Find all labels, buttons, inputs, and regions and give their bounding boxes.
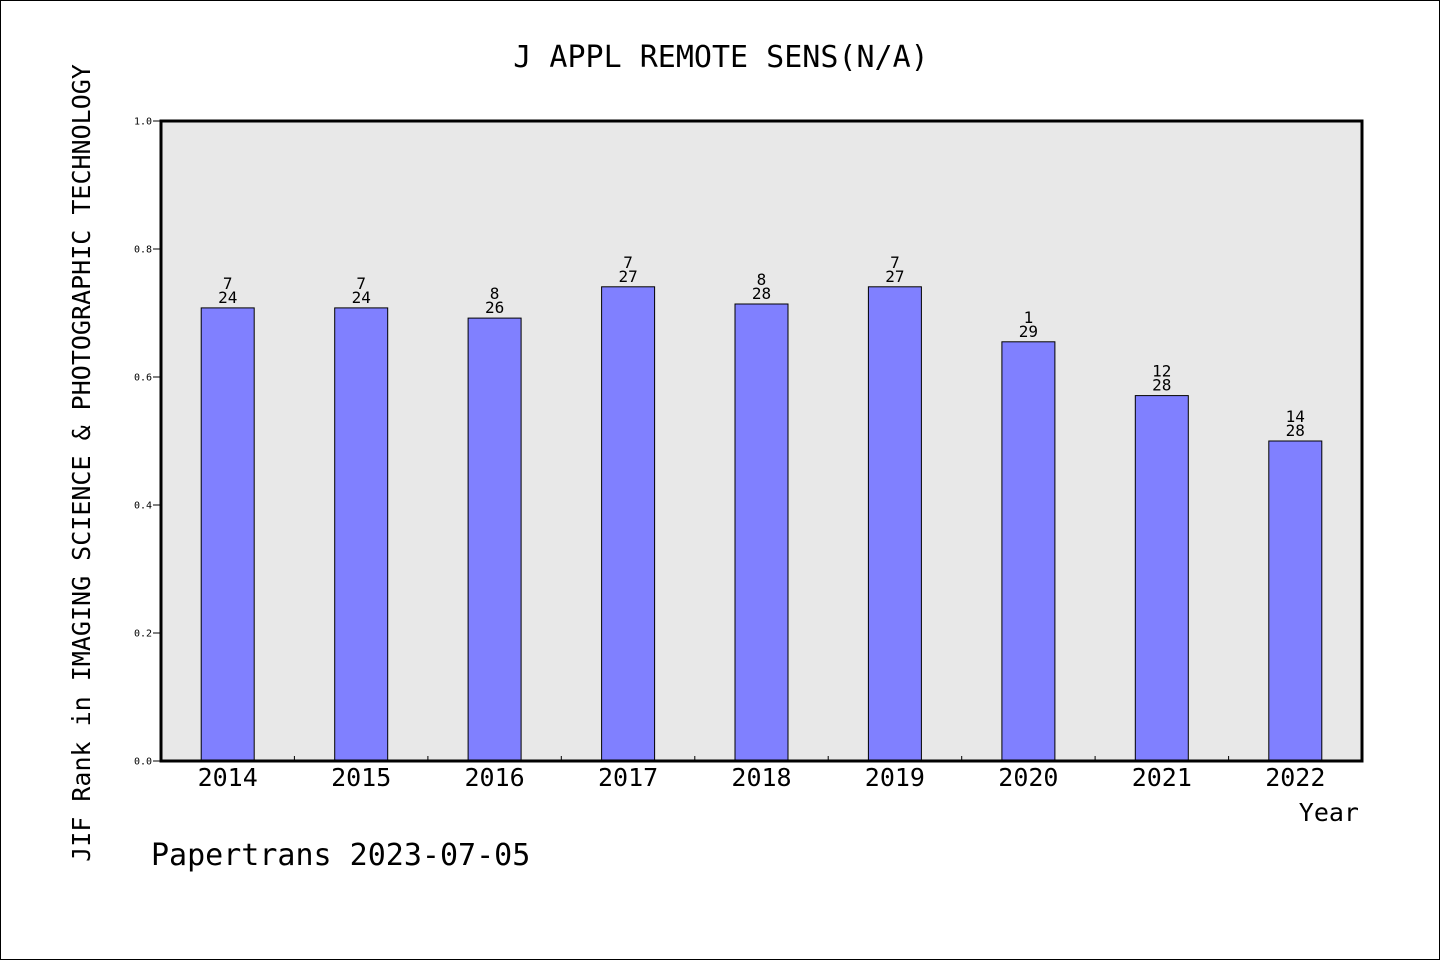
- x-tick-label-2016: 2016: [464, 763, 524, 792]
- footer-text: Papertrans 2023-07-05: [151, 838, 530, 873]
- total-label-2019: 27: [885, 267, 904, 286]
- y-axis-label: JIF Rank in IMAGING SCIENCE & PHOTOGRAPH…: [67, 64, 96, 862]
- y-tick-label-0.6: 0.6: [134, 373, 152, 384]
- x-tick-label-2019: 2019: [865, 763, 925, 792]
- bar-2015: [334, 307, 389, 762]
- x-ticks: 2014 2015 2016 2017 2018 2019 2020 2021 2022: [198, 756, 1325, 792]
- x-tick-label-2015: 2015: [331, 763, 391, 792]
- total-label-2022: 28: [1286, 421, 1305, 440]
- total-label-2016: 26: [485, 298, 504, 317]
- rank-label-2019: 7: [890, 253, 900, 272]
- rank-label-2015: 7: [356, 274, 366, 293]
- rank-label-2022: 14: [1286, 407, 1305, 426]
- x-tick-label-2022: 2022: [1265, 763, 1325, 792]
- bar-2018: [734, 303, 789, 762]
- y-tick-label-0.0: 0.0: [134, 757, 152, 768]
- y-tick-label-1.0: 1.0: [134, 117, 152, 128]
- x-tick-label-2021: 2021: [1132, 763, 1192, 792]
- total-label-2020: 29: [1019, 322, 1038, 341]
- rank-label-2017: 7: [623, 253, 633, 272]
- plot-border: [159, 119, 1364, 763]
- bar-2017: [601, 286, 656, 762]
- total-label-2015: 24: [352, 288, 371, 307]
- bar-2022: [1268, 440, 1323, 762]
- bar-2021: [1134, 395, 1189, 762]
- x-tick-label-2014: 2014: [198, 763, 258, 792]
- y-tick-label-0.8: 0.8: [134, 245, 152, 256]
- bar-2019: [867, 286, 922, 762]
- rank-label-2020: 1: [1024, 308, 1034, 327]
- total-label-2014: 24: [218, 288, 237, 307]
- bar-2020: [1001, 341, 1056, 762]
- x-tick-label-2018: 2018: [731, 763, 791, 792]
- y-tick-label-0.4: 0.4: [134, 501, 152, 512]
- total-label-2021: 28: [1152, 376, 1171, 395]
- rank-label-2018: 8: [757, 270, 767, 289]
- rank-label-2021: 12: [1152, 362, 1171, 381]
- chart-title: J APPL REMOTE SENS(N/A): [513, 40, 928, 75]
- x-tick-label-2017: 2017: [598, 763, 658, 792]
- y-tick-label-0.2: 0.2: [134, 629, 152, 640]
- x-tick-label-2020: 2020: [998, 763, 1058, 792]
- bar-2016: [467, 317, 522, 762]
- total-label-2017: 27: [618, 267, 637, 286]
- x-axis-label: Year: [1299, 798, 1359, 827]
- total-label-2018: 28: [752, 284, 771, 303]
- rank-label-2016: 8: [490, 284, 500, 303]
- bars-layer: [200, 286, 1323, 762]
- rank-label-2014: 7: [223, 274, 233, 293]
- bar-2014: [200, 307, 255, 762]
- y-ticks: 0.0 0.2 0.4 0.6 0.8 1.0: [134, 117, 161, 768]
